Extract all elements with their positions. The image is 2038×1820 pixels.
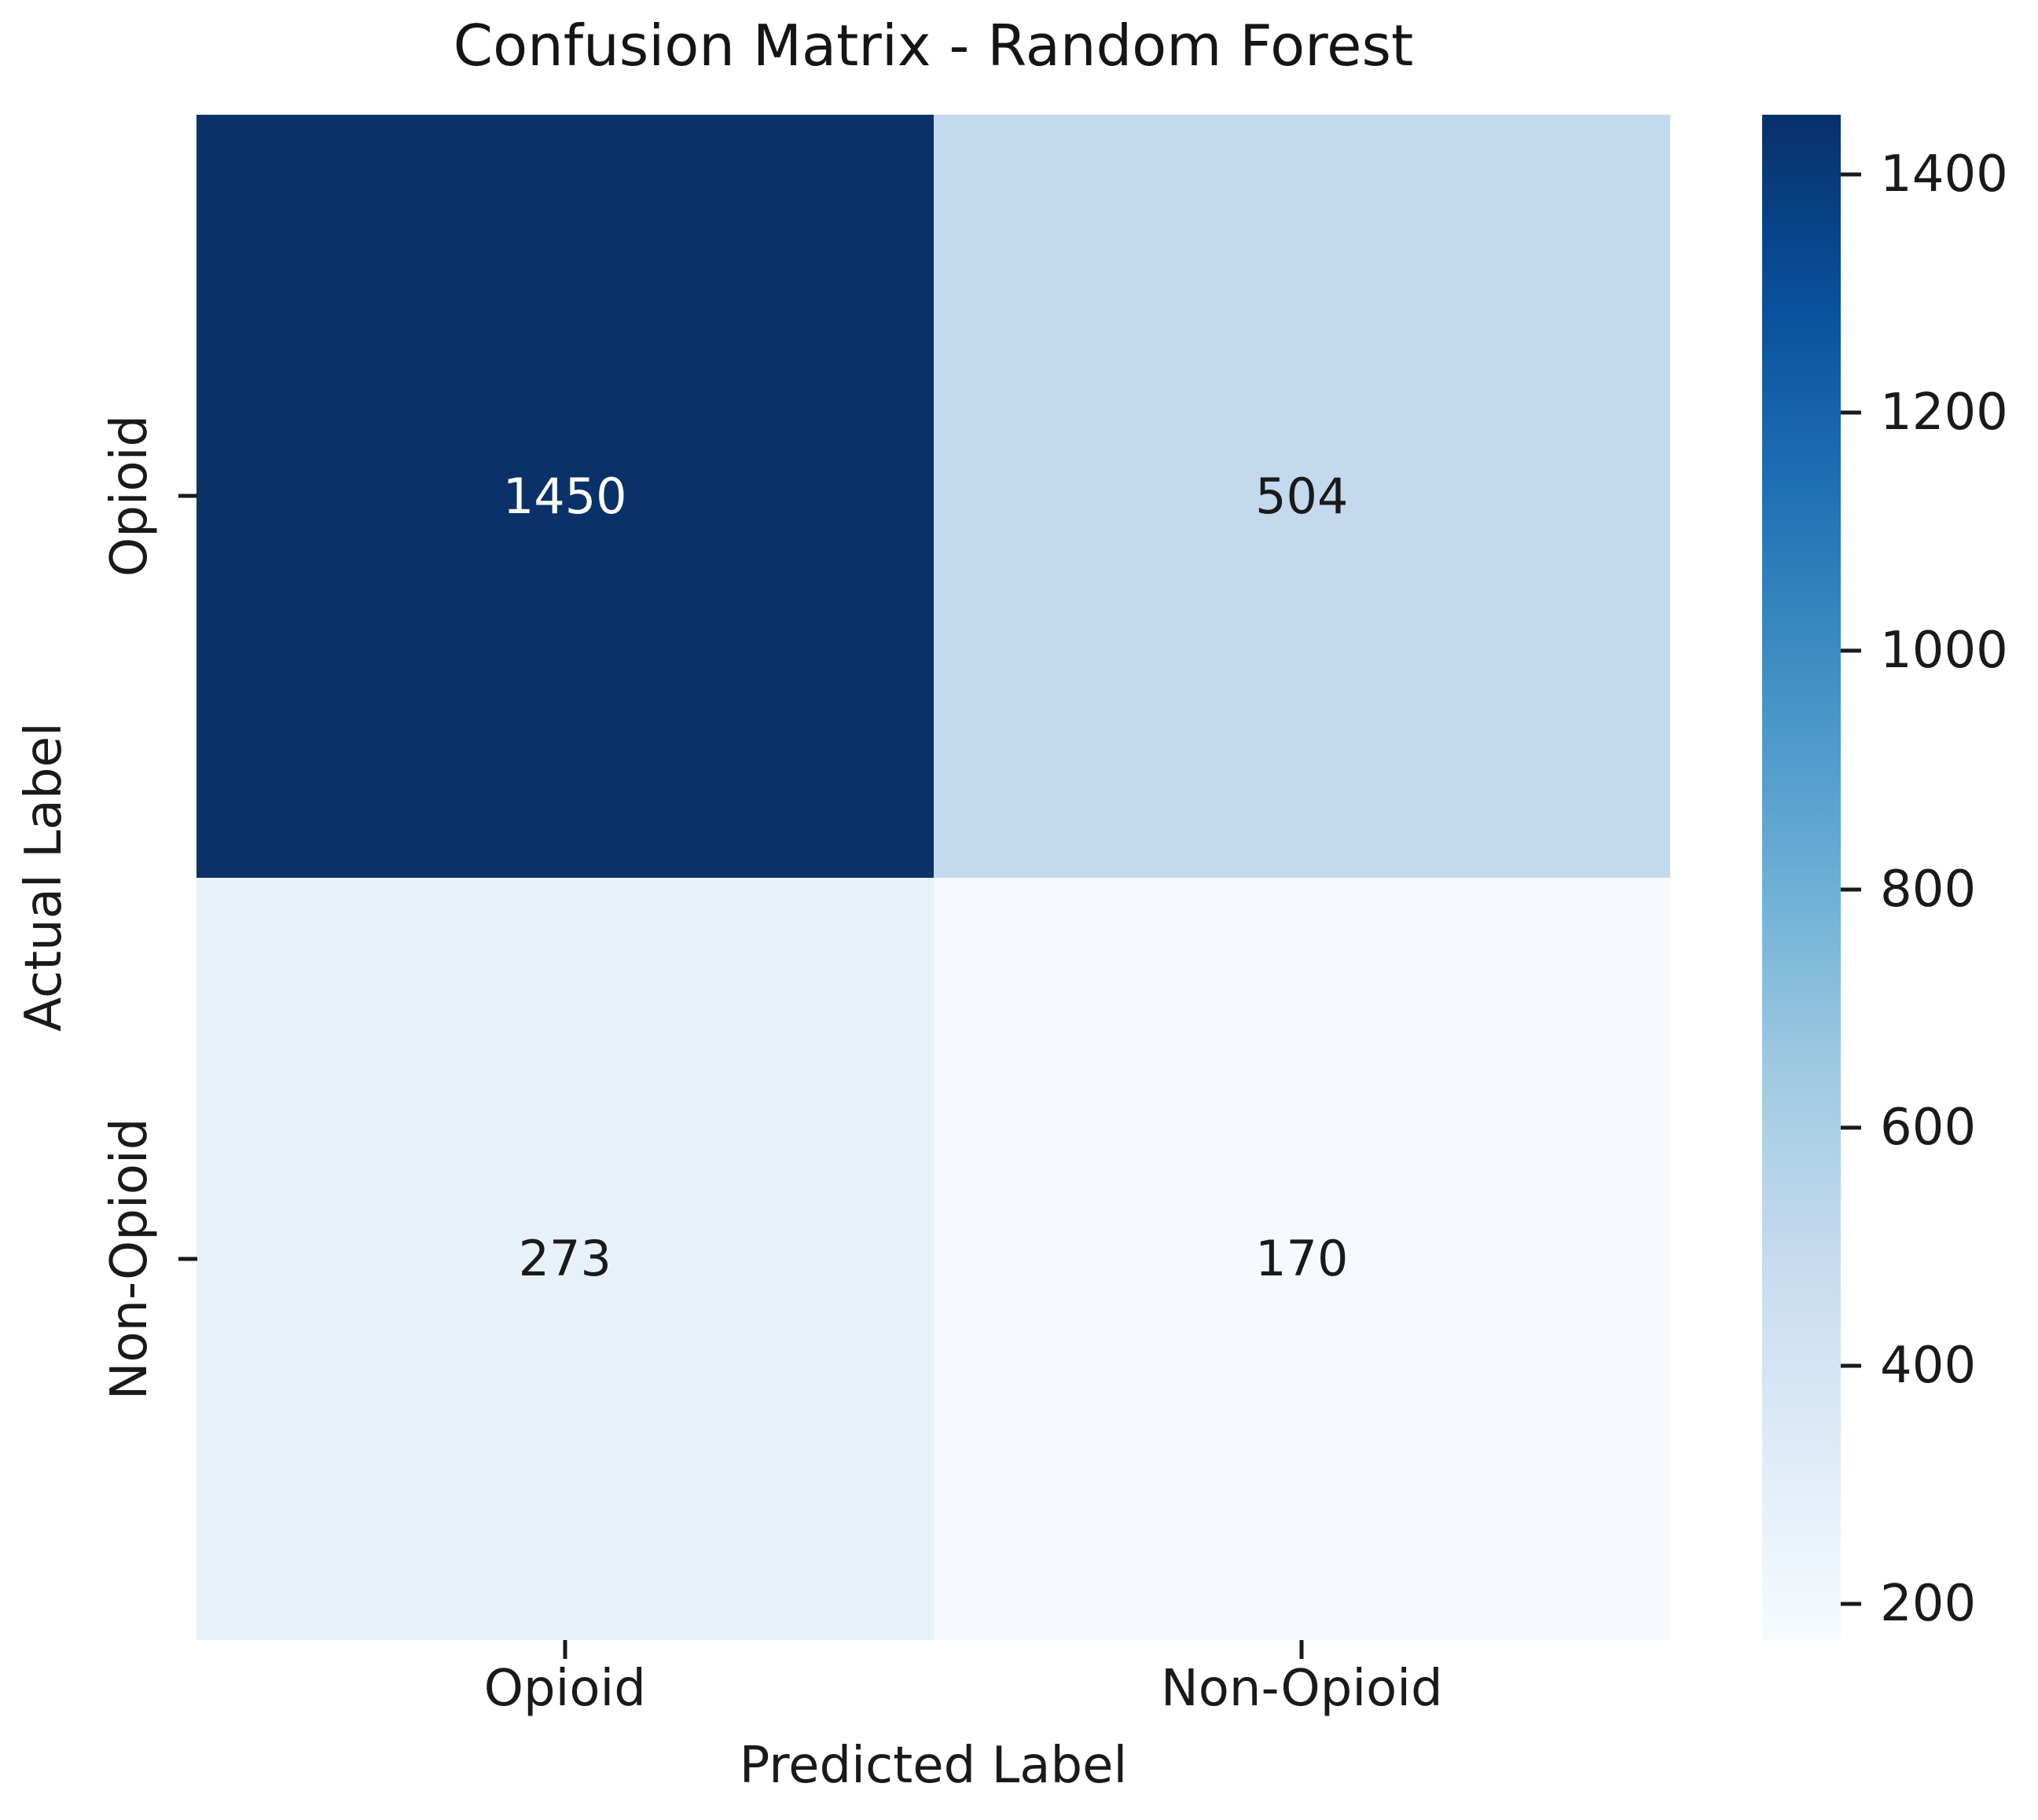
- colorbar: [1762, 115, 1841, 1640]
- y-tick-mark: [178, 494, 197, 498]
- colorbar-tick-mark: [1841, 887, 1861, 892]
- x-tick-mark: [563, 1640, 567, 1659]
- colorbar-tick-label: 1400: [1880, 145, 2008, 204]
- heatmap-cell-false-positive: 273: [196, 877, 934, 1640]
- y-axis-label: Actual Label: [15, 722, 73, 1032]
- colorbar-tick-label: 400: [1880, 1337, 1977, 1396]
- colorbar-tick-label: 600: [1880, 1098, 1977, 1157]
- y-tick-mark: [178, 1257, 197, 1261]
- x-tick-label-non-opioid: Non-Opioid: [1160, 1660, 1443, 1718]
- colorbar-tick-label: 800: [1880, 860, 1977, 919]
- colorbar-tick-mark: [1841, 648, 1861, 653]
- colorbar-tick-label: 200: [1880, 1575, 1977, 1634]
- colorbar-tick-label: 1200: [1880, 383, 2008, 442]
- x-tick-label-opioid: Opioid: [483, 1660, 646, 1718]
- colorbar-tick-label: 1000: [1880, 622, 2008, 681]
- x-axis-label: Predicted Label: [739, 1737, 1128, 1795]
- y-tick-label-opioid: Opioid: [101, 415, 159, 578]
- heatmap-cell-true-positive: 1450: [196, 115, 934, 878]
- colorbar-tick-mark: [1841, 410, 1861, 415]
- y-tick-label-non-opioid: Non-Opioid: [101, 1117, 159, 1400]
- heatmap-plot-area: 1450 504 273 170: [196, 115, 1670, 1640]
- heatmap-cell-false-negative: 504: [933, 115, 1670, 878]
- x-tick-mark: [1299, 1640, 1304, 1659]
- colorbar-tick-mark: [1841, 172, 1861, 177]
- colorbar-tick-mark: [1841, 1125, 1861, 1130]
- colorbar-tick-mark: [1841, 1363, 1861, 1368]
- heatmap-cell-true-negative: 170: [933, 877, 1670, 1640]
- colorbar-tick-mark: [1841, 1602, 1861, 1606]
- chart-title: Confusion Matrix - Random Forest: [453, 13, 1414, 79]
